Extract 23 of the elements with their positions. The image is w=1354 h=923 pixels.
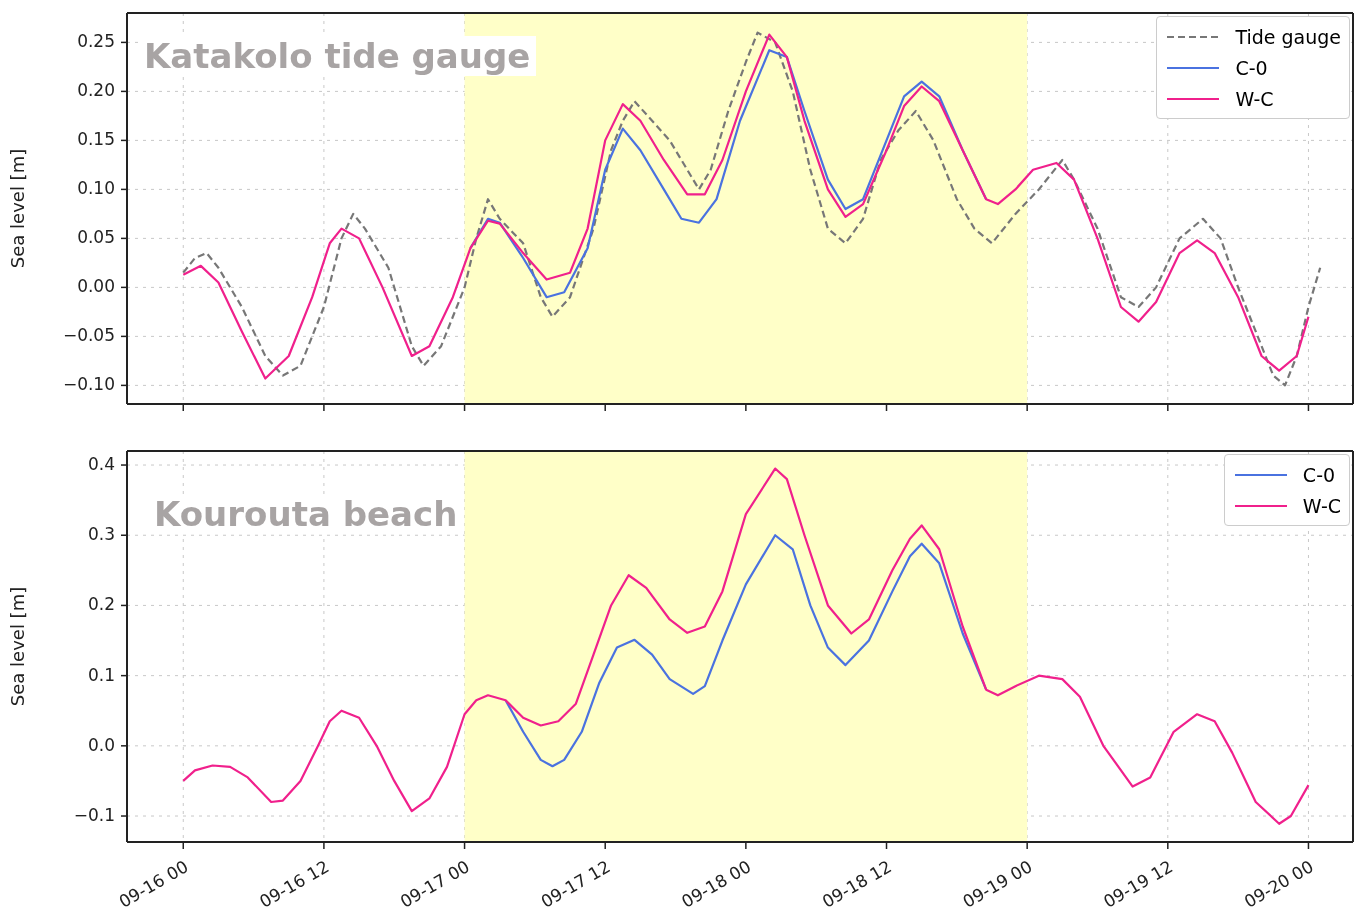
y-tick-label: 0.3: [87, 524, 115, 545]
y-tick-label: 0.20: [77, 80, 115, 101]
y-tick-label: 0.0: [87, 734, 115, 755]
legend-label: C-0: [1235, 56, 1268, 79]
y-tick-label: 0.25: [77, 31, 115, 52]
y-tick-label: −0.10: [62, 374, 115, 395]
y-tick-label: −0.05: [62, 325, 115, 346]
legend-label: Tide gauge: [1235, 25, 1341, 48]
y-tick-label: −0.1: [73, 805, 115, 826]
y-axis-title: Sea level [m]: [7, 148, 29, 269]
y-tick-label: 0.10: [77, 178, 115, 199]
annotation: Katakolo tide gauge: [138, 36, 537, 76]
y-tick-label: 0.15: [77, 129, 115, 150]
legend-label: W-C: [1235, 87, 1274, 110]
y-tick-label: 0.2: [87, 594, 115, 615]
y-tick-label: 0.4: [87, 454, 115, 475]
legend-label: W-C: [1302, 494, 1341, 517]
y-tick-label: 0.00: [77, 276, 115, 297]
y-tick-label: 0.1: [87, 664, 115, 685]
legend-label: C-0: [1302, 463, 1336, 486]
y-axis-title: Sea level [m]: [7, 586, 29, 707]
annotation: Kourouta beach: [148, 494, 464, 534]
y-tick-label: 0.05: [77, 227, 115, 248]
